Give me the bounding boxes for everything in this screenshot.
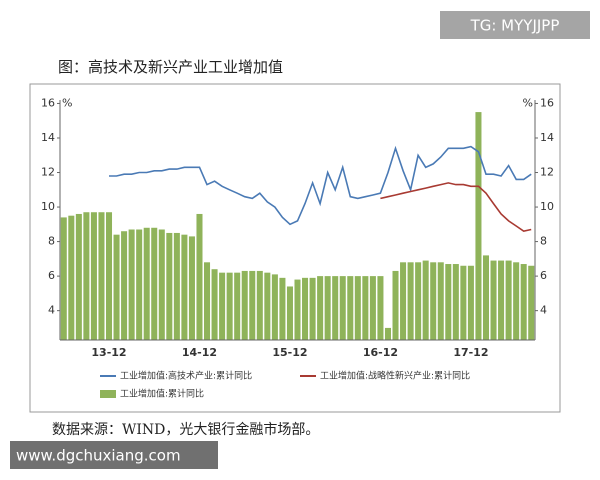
bar: [211, 269, 218, 340]
bar: [256, 270, 263, 340]
bar: [136, 229, 143, 340]
bar: [369, 276, 376, 340]
bar: [188, 236, 195, 340]
bar: [279, 277, 286, 340]
legend-label: 工业增加值:战略性新兴产业:累计同比: [320, 370, 470, 382]
unit-label: %: [523, 96, 533, 109]
bar: [354, 276, 361, 340]
y-tick-label: 4: [48, 304, 55, 317]
bar: [90, 212, 97, 340]
bar: [173, 232, 180, 340]
bar: [377, 276, 384, 340]
bar: [415, 262, 422, 340]
y-tick-label: 8: [48, 235, 55, 248]
y2-tick-label: 8: [540, 235, 547, 248]
bar: [513, 262, 520, 340]
bar: [392, 270, 399, 340]
bar: [460, 265, 467, 340]
bar: [264, 272, 271, 340]
bar: [60, 217, 67, 340]
y2-tick-label: 4: [540, 304, 547, 317]
bar: [362, 276, 369, 340]
bar: [430, 262, 437, 340]
bar: [241, 270, 248, 340]
watermark-box: [440, 11, 590, 39]
bar: [339, 276, 346, 340]
line: [380, 182, 532, 233]
y2-tick-label: 6: [540, 269, 547, 282]
bar: [445, 264, 452, 340]
bar: [422, 260, 429, 340]
bar: [151, 227, 158, 340]
bar: [294, 279, 301, 340]
x-tick-label: 16-12: [363, 346, 398, 359]
bar: [332, 276, 339, 340]
bar: [498, 260, 505, 340]
bar: [196, 213, 203, 340]
x-tick-label: 15-12: [272, 346, 307, 359]
bar: [234, 272, 241, 340]
bar: [482, 255, 490, 340]
bar: [317, 276, 324, 340]
bar: [105, 212, 113, 340]
bar: [98, 212, 105, 340]
y-tick-label: 12: [41, 166, 55, 179]
bar: [475, 112, 482, 340]
y2-tick-label: 16: [540, 96, 554, 109]
legend-swatch: [100, 390, 116, 398]
bar: [520, 264, 527, 340]
y-tick-label: 6: [48, 269, 55, 282]
line: [109, 145, 532, 226]
watermark: TG: MYYJJPP: [470, 17, 560, 35]
bar: [528, 265, 535, 340]
bar: [143, 227, 150, 340]
bar: [505, 260, 512, 340]
x-tick-label: 13-12: [91, 346, 126, 359]
legend-label: 工业增加值:累计同比: [120, 388, 204, 400]
bar: [166, 232, 173, 340]
bar: [271, 274, 278, 340]
bar: [204, 262, 211, 340]
bar: [219, 272, 226, 340]
chart-frame: [29, 83, 561, 413]
bar: [249, 270, 256, 340]
bar: [400, 262, 407, 340]
bar: [309, 277, 316, 340]
bar: [83, 212, 90, 340]
watermark: www.dgchuxiang.com: [16, 447, 181, 465]
y-tick-label: 10: [41, 200, 55, 213]
bar: [286, 286, 293, 340]
y-tick-label: 16: [41, 96, 55, 109]
bar: [324, 276, 331, 340]
bar: [437, 262, 444, 340]
bar: [467, 265, 474, 340]
bar: [75, 213, 82, 340]
watermark-box: [10, 441, 218, 469]
legend-label: 工业增加值:高技术产业:累计同比: [120, 370, 252, 382]
bar: [490, 260, 497, 340]
bar: [113, 234, 120, 340]
bar: [302, 277, 309, 340]
y2-tick-label: 10: [540, 200, 554, 213]
bar: [181, 234, 188, 340]
x-tick-label: 17-12: [453, 346, 488, 359]
source: 数据来源：WIND，光大银行金融市场部。: [52, 421, 319, 438]
bar: [121, 231, 128, 340]
y2-tick-label: 12: [540, 166, 554, 179]
bar: [226, 272, 233, 340]
x-tick-label: 14-12: [182, 346, 217, 359]
bar: [68, 215, 75, 340]
bar: [158, 229, 165, 340]
bar: [452, 264, 459, 340]
bar: [384, 327, 391, 340]
chart-title: 图：高技术及新兴产业工业增加值: [58, 58, 283, 76]
bar: [128, 229, 135, 340]
bar: [407, 262, 414, 340]
y-tick-label: 14: [41, 131, 55, 144]
y2-tick-label: 14: [540, 131, 554, 144]
unit-label: %: [62, 96, 72, 109]
bar: [347, 276, 354, 340]
